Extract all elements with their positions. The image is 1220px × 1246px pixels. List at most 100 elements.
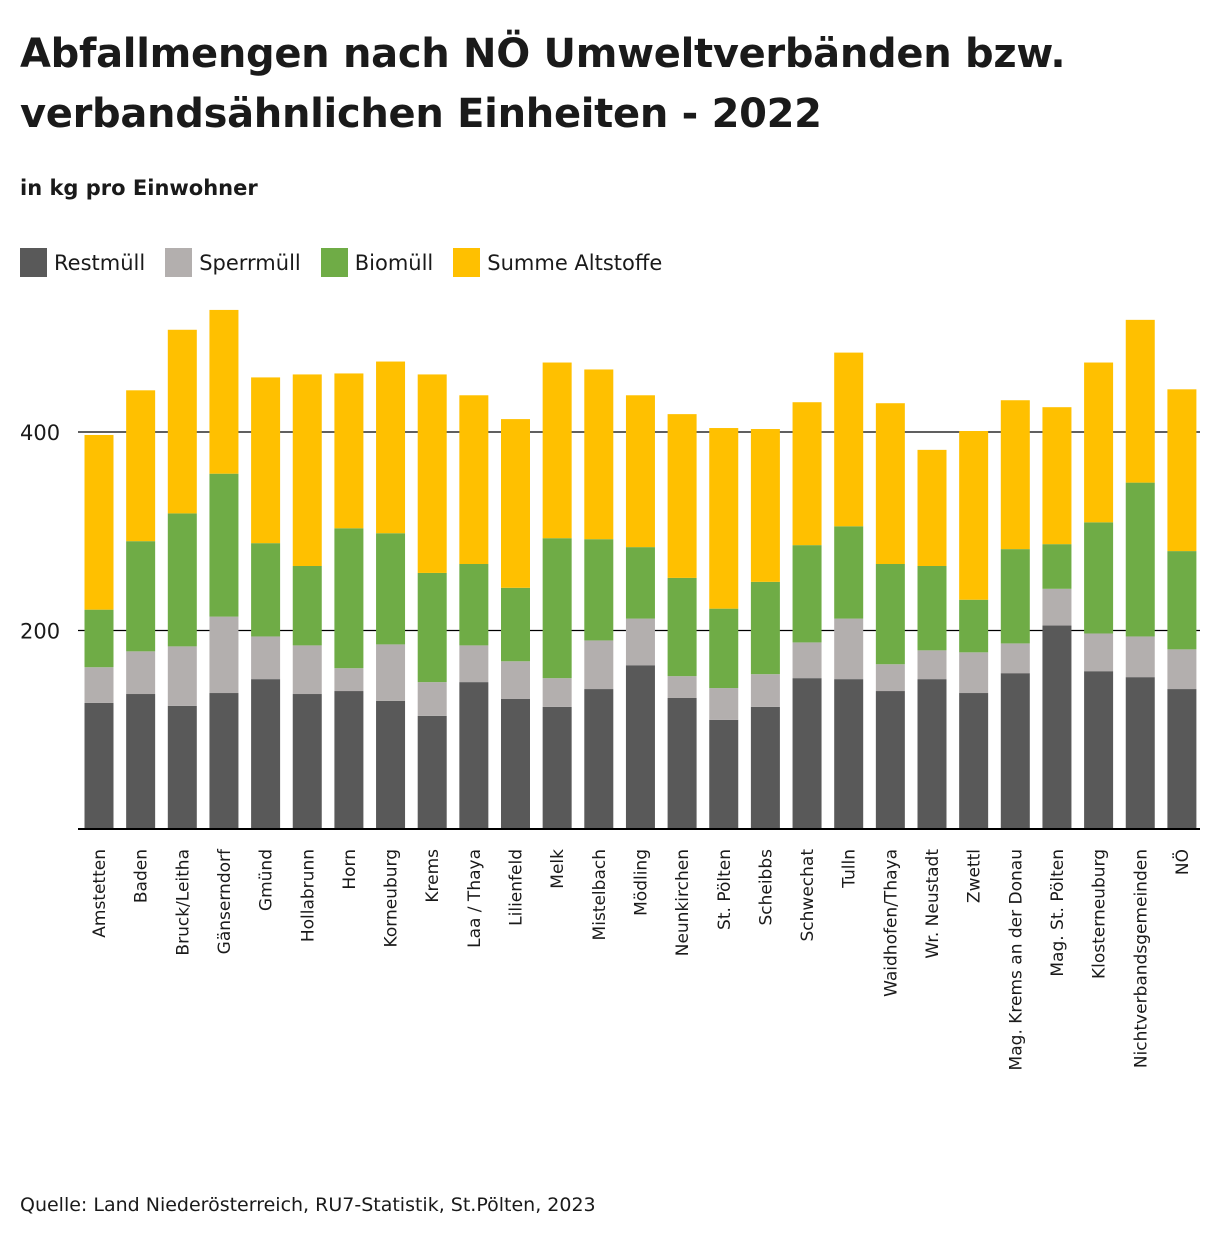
bar-segment-3-6 [334,373,364,529]
bar-segment-1-5 [292,645,322,695]
bar-segment-3-16 [750,429,780,582]
bar-segment-2-13 [625,547,655,619]
legend-label-restmuell: Restmüll [54,250,146,275]
bar-segment-2-20 [917,565,947,651]
x-tick-label-22: Mag. Krems an der Donau [1006,849,1026,1070]
bar-segment-2-4 [251,543,281,637]
bar-segment-0-19 [875,691,905,829]
bar-segment-0-5 [292,694,322,829]
bar-segment-3-20 [917,449,947,566]
bar-segment-0-23 [1042,625,1072,829]
bar-segment-0-2 [167,705,197,829]
legend-label-altstoffe: Summe Altstoffe [487,250,663,275]
x-tick-label-16: Scheibbs [756,849,776,926]
bar-segment-0-24 [1084,671,1114,829]
bar-segment-3-9 [459,395,489,565]
x-tick-label-14: Neunkirchen [673,849,693,956]
legend-swatch-biomuell [320,248,348,277]
bar-segment-0-10 [501,698,530,829]
bar-segment-2-2 [167,513,197,647]
x-tick-label-15: St. Pölten [715,849,735,930]
bar-segment-2-8 [417,572,447,683]
bar-segment-0-14 [667,697,697,829]
bar-segment-1-17 [792,642,822,679]
legend-item-restmuell: Restmüll [20,248,145,277]
x-tick-label-26: NÖ [1171,849,1193,875]
bar-segment-0-26 [1167,689,1197,829]
x-tick-label-2: Bruck/Leitha [173,849,193,956]
bar-segment-1-11 [542,678,572,707]
bar-segment-1-2 [167,646,197,706]
bar-segment-2-24 [1084,522,1114,634]
bar-segment-0-22 [1000,673,1030,829]
bar-segment-1-6 [334,668,364,692]
legend-label-biomuell: Biomüll [354,250,434,275]
bar-segment-1-18 [834,618,864,680]
legend-item-biomuell: Biomüll [320,248,434,277]
legend-swatch-restmuell [20,248,47,277]
x-tick-label-6: Horn [340,849,360,890]
bar-segment-0-4 [251,679,281,829]
bar-segment-3-1 [126,390,156,542]
bar-segment-1-25 [1125,636,1155,678]
bar-segment-0-17 [792,678,822,829]
bar-segment-2-17 [792,545,822,643]
bar-segment-2-9 [459,564,489,646]
bar-segment-3-24 [1084,362,1114,523]
bar-segment-2-3 [209,473,239,617]
x-tick-label-25: Nichtverbandsgemeinden [1131,849,1151,1068]
x-tick-label-4: Gmünd [257,849,277,911]
bar-segment-0-15 [709,719,739,829]
x-tick-label-5: Hollabrunn [298,849,318,942]
bar-segment-2-7 [376,533,406,645]
bar-segment-3-8 [417,374,447,573]
bar-segment-3-5 [292,374,322,566]
bar-segment-0-3 [209,693,239,829]
bar-segment-3-11 [542,362,572,539]
legend-item-altstoffe: Summe Altstoffe [453,248,662,277]
x-tick-label-9: Laa / Thaya [465,849,485,948]
bar-segment-1-16 [750,674,780,707]
legend-label-sperrmuell: Sperrmüll [199,250,301,275]
x-tick-label-23: Mag. St. Pölten [1048,849,1068,977]
bar-segment-0-18 [834,679,864,829]
bar-segment-2-5 [292,565,322,646]
bar-segment-1-10 [501,661,530,699]
bar-segment-2-23 [1042,544,1072,589]
bar-segment-1-15 [709,688,739,720]
bar-segment-3-4 [251,377,281,544]
x-tick-label-13: Mödling [631,849,651,916]
bar-segment-1-9 [459,645,489,683]
legend-item-sperrmuell: Sperrmüll [165,248,301,277]
bar-segment-3-22 [1000,400,1030,550]
bar-segment-2-22 [1000,549,1030,644]
source-note: Quelle: Land Niederösterreich, RU7-Stati… [20,1194,596,1216]
x-tick-label-20: Wr. Neustadt [923,849,943,959]
bar-segment-1-20 [917,650,947,680]
y-tick-label-200: 200 [20,620,60,644]
legend-swatch-sperrmuell [165,248,193,277]
bar-segment-2-18 [834,526,864,619]
bar-segment-0-8 [417,715,447,829]
x-tick-label-1: Baden [132,849,152,903]
bar-segment-3-17 [792,402,822,546]
bar-segment-1-0 [84,667,114,703]
bar-segment-1-1 [126,651,156,695]
bar-segment-3-19 [875,403,905,565]
bar-segment-2-26 [1167,551,1197,650]
bar-segment-0-11 [542,706,572,829]
bar-segment-2-0 [84,609,114,668]
bar-segment-0-25 [1125,677,1155,829]
bar-segment-0-16 [750,706,780,829]
bar-segment-3-23 [1042,407,1072,545]
bar-segment-3-0 [84,434,114,610]
bar-segment-2-14 [667,577,697,677]
bar-segment-1-3 [209,616,239,694]
bar-segment-3-12 [584,369,614,540]
bar-segment-2-10 [501,587,530,662]
bar-segment-1-14 [667,676,697,698]
stacked-bar-chart: 200 400 Amstetten Baden Bruck/Leitha Gänsernd… [20,309,1200,1070]
bar-segment-1-4 [251,636,281,680]
bar-segment-3-13 [625,395,655,548]
x-tick-label-7: Korneuburg [382,849,402,947]
